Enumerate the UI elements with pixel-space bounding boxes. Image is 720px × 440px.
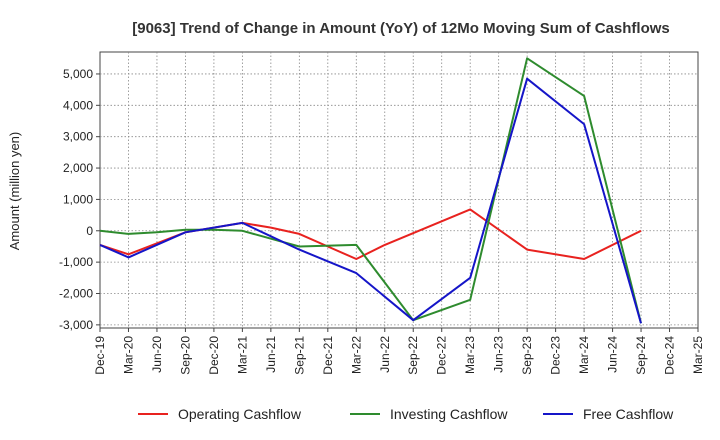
x-tick-label: Mar-25: [691, 336, 705, 374]
y-tick-label: -3,000: [59, 318, 93, 332]
x-tick-label: Jun-21: [264, 336, 278, 373]
x-tick-label: Sep-23: [520, 336, 534, 375]
x-tick-label: Mar-21: [235, 336, 249, 374]
x-axis-ticks: Dec-19 Mar-20 Jun-20 Sep-20 Dec-20 Mar-21 Jun-…: [93, 328, 705, 375]
x-tick-label: Mar-23: [463, 336, 477, 374]
x-tick-label: Mar-22: [349, 336, 363, 374]
y-tick-label: 1,000: [63, 192, 93, 206]
y-tick-label: 2,000: [63, 161, 93, 175]
y-tick-label: 5,000: [63, 67, 93, 81]
x-tick-label: Mar-20: [121, 336, 135, 374]
grid-lines: [100, 52, 698, 328]
x-tick-label: Jun-22: [378, 336, 392, 373]
series-layer: [99, 57, 642, 324]
x-tick-label: Dec-22: [435, 336, 449, 375]
series-line-free-cashflow: [99, 77, 642, 324]
legend-label: Free Cashflow: [583, 406, 674, 422]
chart-title: [9063] Trend of Change in Amount (YoY) o…: [132, 20, 670, 37]
y-axis-label: Amount (million yen): [7, 132, 22, 251]
x-tick-label: Dec-21: [321, 336, 335, 375]
y-tick-label: 4,000: [63, 98, 93, 112]
x-tick-label: Dec-20: [207, 336, 221, 375]
y-tick-label: -2,000: [59, 287, 93, 301]
legend: Operating Cashflow Investing Cashflow Free…: [138, 406, 674, 422]
x-tick-label: Sep-20: [178, 336, 192, 375]
series-line-investing-cashflow: [99, 57, 642, 324]
x-tick-label: Jun-24: [606, 336, 620, 373]
x-tick-label: Sep-21: [292, 336, 306, 375]
x-tick-label: Dec-19: [93, 336, 107, 375]
y-axis-ticks: -3,000 -2,000 -1,000 0 1,000 2,000 3,000 4,000 5…: [59, 67, 100, 332]
legend-label: Investing Cashflow: [390, 406, 508, 422]
y-tick-label: 3,000: [63, 130, 93, 144]
y-tick-label: 0: [86, 224, 93, 238]
x-tick-label: Sep-22: [406, 336, 420, 375]
x-tick-label: Dec-24: [663, 336, 677, 375]
plot-area: [99, 51, 699, 329]
x-tick-label: Dec-23: [549, 336, 563, 375]
x-tick-label: Jun-20: [150, 336, 164, 373]
x-tick-label: Jun-23: [492, 336, 506, 373]
legend-label: Operating Cashflow: [178, 406, 302, 422]
x-tick-label: Sep-24: [634, 336, 648, 375]
x-tick-label: Mar-24: [577, 336, 591, 374]
y-tick-label: -1,000: [59, 255, 93, 269]
